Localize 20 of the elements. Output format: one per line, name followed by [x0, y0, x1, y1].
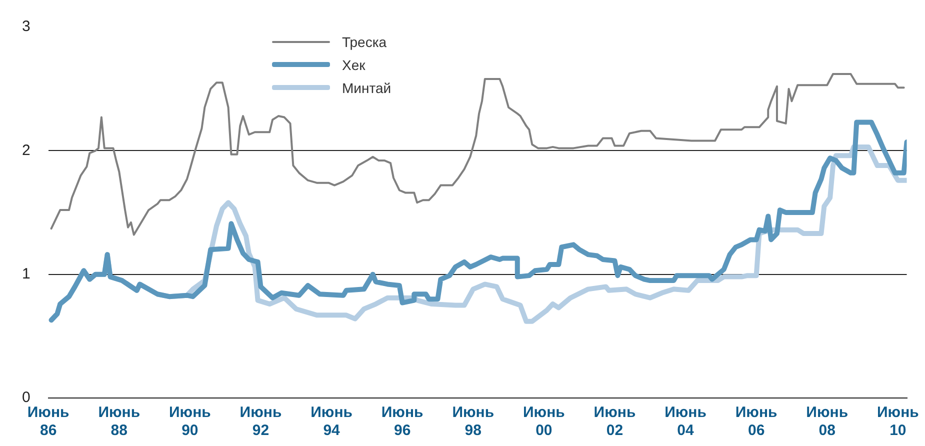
x-tick-label: Июнь 08 [806, 404, 848, 440]
y-tick-label: 3 [22, 18, 30, 36]
y-tick-label: 0 [22, 389, 30, 406]
legend-label: Хек [342, 56, 366, 72]
x-tick-label: Июнь 10 [876, 404, 919, 440]
x-tick-label: Июнь 06 [735, 404, 778, 440]
x-tick-label: Июнь 86 [27, 404, 70, 440]
x-tick-label: Июнь 94 [310, 404, 352, 440]
x-tick-label: Июнь 00 [522, 404, 565, 440]
x-tick-label: Июнь 92 [240, 404, 282, 440]
x-tick-label: Июнь 88 [98, 404, 140, 440]
x-tick-label: Июнь 02 [594, 404, 636, 440]
x-tick-label: Июнь 98 [452, 404, 494, 440]
legend-label: Минтай [342, 80, 392, 96]
legend-label: Треска [342, 34, 387, 50]
y-tick-label: 2 [22, 142, 30, 159]
x-tick-label: Июнь 96 [381, 404, 424, 440]
y-tick-label: 1 [22, 265, 30, 282]
x-tick-label: Июнь 90 [169, 404, 211, 440]
x-tick-label: Июнь 04 [664, 404, 706, 440]
